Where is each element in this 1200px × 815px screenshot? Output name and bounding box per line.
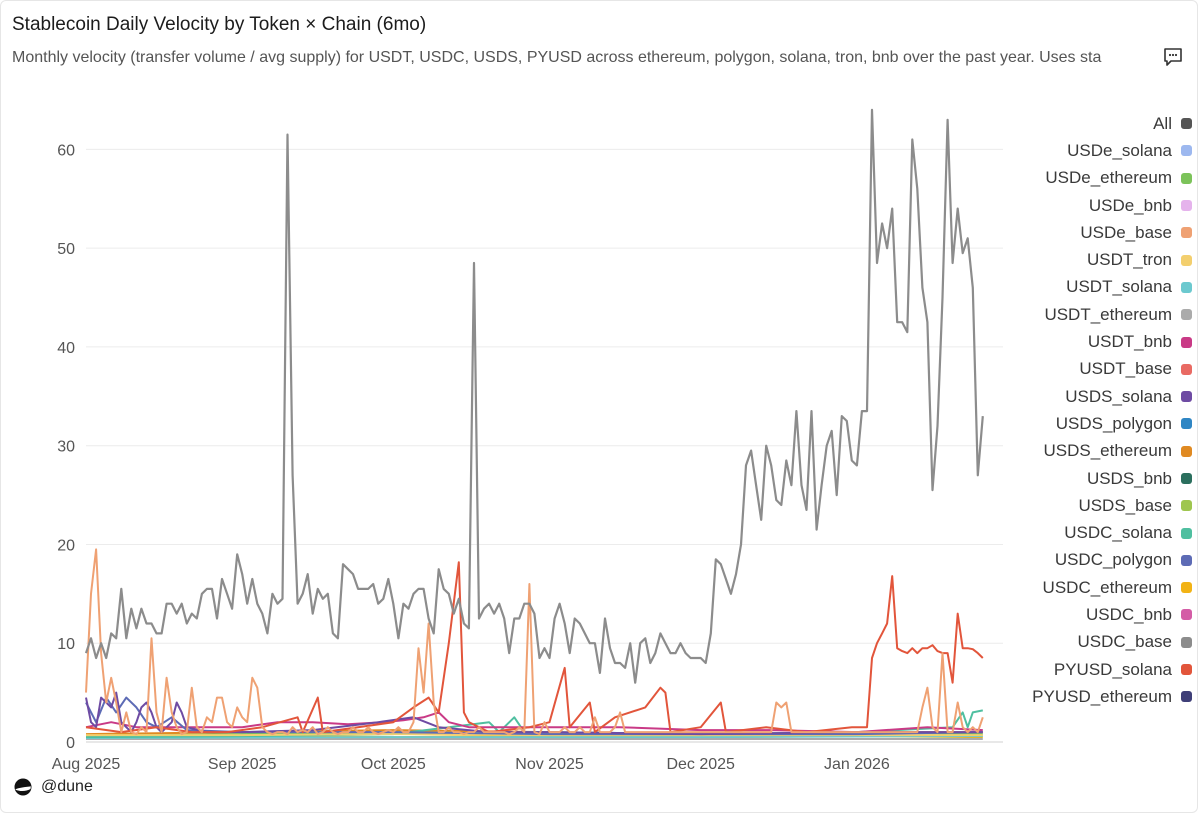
grid-lines [86, 148, 1003, 743]
chart-title: Stablecoin Daily Velocity by Token × Cha… [12, 14, 427, 35]
y-tick-label: 20 [57, 537, 75, 554]
legend-item-all[interactable]: All [1000, 110, 1192, 137]
legend-swatch [1181, 500, 1192, 512]
y-tick-label: 30 [57, 439, 75, 456]
legend-label: USDS_solana [1065, 386, 1172, 406]
x-tick-label: Sep 2025 [208, 756, 277, 773]
legend-label: USDT_ethereum [1044, 304, 1172, 324]
legend-label: USDe_ethereum [1045, 168, 1172, 188]
series-line-usdt-bnb[interactable] [85, 711, 983, 734]
y-tick-label: 10 [57, 636, 75, 653]
legend-swatch [1181, 145, 1192, 157]
legend-swatch [1181, 582, 1192, 594]
legend-item-usdt-tron[interactable]: USDT_tron [1000, 246, 1192, 273]
legend-item-usde-bnb[interactable]: USDe_bnb [1000, 192, 1192, 219]
y-axis-ticks: 0 10 20 30 40 50 60 [57, 142, 75, 752]
legend-label: USDS_ethereum [1043, 441, 1172, 461]
y-tick-label: 0 [66, 735, 75, 752]
legend-swatch [1181, 554, 1192, 566]
legend-item-usds-base[interactable]: USDS_base [1000, 492, 1192, 519]
legend-item-usdc-ethereum[interactable]: USDC_ethereum [1000, 574, 1192, 601]
legend-swatch [1181, 636, 1192, 648]
legend-item-pyusd-ethereum[interactable]: PYUSD_ethereum [1000, 683, 1192, 710]
legend-swatch [1181, 336, 1192, 348]
legend-swatch [1181, 691, 1192, 703]
legend-item-usdt-bnb[interactable]: USDT_bnb [1000, 328, 1192, 355]
footer: @dune [14, 778, 93, 796]
legend-label: USDS_polygon [1055, 413, 1172, 433]
x-tick-label: Dec 2025 [666, 756, 735, 773]
comment-icon[interactable] [1162, 46, 1184, 68]
legend-label: USDC_bnb [1086, 604, 1172, 624]
dune-logo-icon [14, 778, 32, 796]
legend-swatch [1181, 309, 1192, 321]
legend-swatch [1181, 227, 1192, 239]
legend-label: USDe_base [1080, 222, 1172, 242]
legend-item-usde-base[interactable]: USDe_base [1000, 219, 1192, 246]
x-tick-label: Nov 2025 [515, 756, 584, 773]
legend-item-usdt-solana[interactable]: USDT_solana [1000, 274, 1192, 301]
legend-item-usds-bnb[interactable]: USDS_bnb [1000, 465, 1192, 492]
legend-label: USDS_bnb [1086, 468, 1172, 488]
legend-swatch [1181, 391, 1192, 403]
x-tick-label: Aug 2025 [52, 756, 121, 773]
legend-item-usdt-base[interactable]: USDT_base [1000, 356, 1192, 383]
legend-item-usds-ethereum[interactable]: USDS_ethereum [1000, 438, 1192, 465]
legend-item-usdc-polygon[interactable]: USDC_polygon [1000, 547, 1192, 574]
legend-item-usdc-base[interactable]: USDC_base [1000, 629, 1192, 656]
legend-item-usde-solana[interactable]: USDe_solana [1000, 137, 1192, 164]
legend-swatch [1181, 172, 1192, 184]
legend-swatch [1181, 118, 1192, 130]
chart-subtitle: Monthly velocity (transfer volume / avg … [12, 49, 1102, 66]
y-tick-label: 60 [57, 142, 75, 159]
legend-label: USDT_tron [1086, 250, 1172, 270]
series-line-usdc-base[interactable] [84, 108, 984, 684]
y-tick-label: 50 [57, 241, 75, 258]
y-tick-label: 40 [57, 340, 75, 357]
x-tick-label: Jan 2026 [824, 756, 890, 773]
legend-swatch [1181, 254, 1192, 266]
legend-label: USDe_solana [1067, 140, 1172, 160]
series-line-usds-solana[interactable] [85, 691, 983, 736]
legend-item-pyusd-solana[interactable]: PYUSD_solana [1000, 656, 1192, 683]
legend-label: USDC_polygon [1054, 550, 1172, 570]
legend-label: USDT_bnb [1087, 332, 1172, 352]
legend-label: PYUSD_solana [1053, 659, 1172, 679]
legend-label: PYUSD_ethereum [1032, 686, 1172, 706]
series-lines [84, 108, 984, 740]
series-line-usde-base[interactable] [85, 548, 984, 736]
legend-swatch [1181, 281, 1192, 293]
legend-label: USDC_base [1077, 632, 1173, 652]
x-axis-ticks: Aug 2025 Sep 2025 Oct 2025 Nov 2025 Dec 2025… [52, 756, 890, 773]
series-line-usdt-solana[interactable] [85, 735, 983, 739]
legend-item-usdc-solana[interactable]: USDC_solana [1000, 519, 1192, 546]
legend-swatch [1181, 664, 1192, 676]
legend-swatch [1181, 200, 1192, 212]
legend-swatch [1181, 418, 1192, 430]
legend-item-usde-ethereum[interactable]: USDe_ethereum [1000, 165, 1192, 192]
legend-item-usdc-bnb[interactable]: USDC_bnb [1000, 601, 1192, 628]
legend-swatch [1181, 363, 1192, 375]
legend-item-usds-solana[interactable]: USDS_solana [1000, 383, 1192, 410]
chart-legend: All USDe_solana USDe_ethereum USDe_bnb USDe_… [1000, 110, 1192, 711]
line-chart[interactable]: 0 10 20 30 40 50 60 Aug 2025 Sep 2025 Oct 2025 No… [0, 0, 1005, 780]
legend-label: USDC_solana [1064, 523, 1172, 543]
legend-label: USDe_bnb [1088, 195, 1172, 215]
legend-item-usds-polygon[interactable]: USDS_polygon [1000, 410, 1192, 437]
legend-swatch [1181, 445, 1192, 457]
legend-item-usdt-ethereum[interactable]: USDT_ethereum [1000, 301, 1192, 328]
legend-label: USDC_ethereum [1042, 577, 1172, 597]
legend-label: All [1153, 113, 1172, 133]
x-tick-label: Oct 2025 [361, 756, 426, 773]
legend-label: USDT_base [1079, 359, 1172, 379]
legend-label: USDT_solana [1066, 277, 1172, 297]
brand-label: @dune [41, 778, 93, 795]
legend-label: USDS_base [1078, 495, 1172, 515]
legend-swatch [1181, 609, 1192, 621]
legend-swatch [1181, 473, 1192, 484]
legend-swatch [1181, 527, 1192, 539]
